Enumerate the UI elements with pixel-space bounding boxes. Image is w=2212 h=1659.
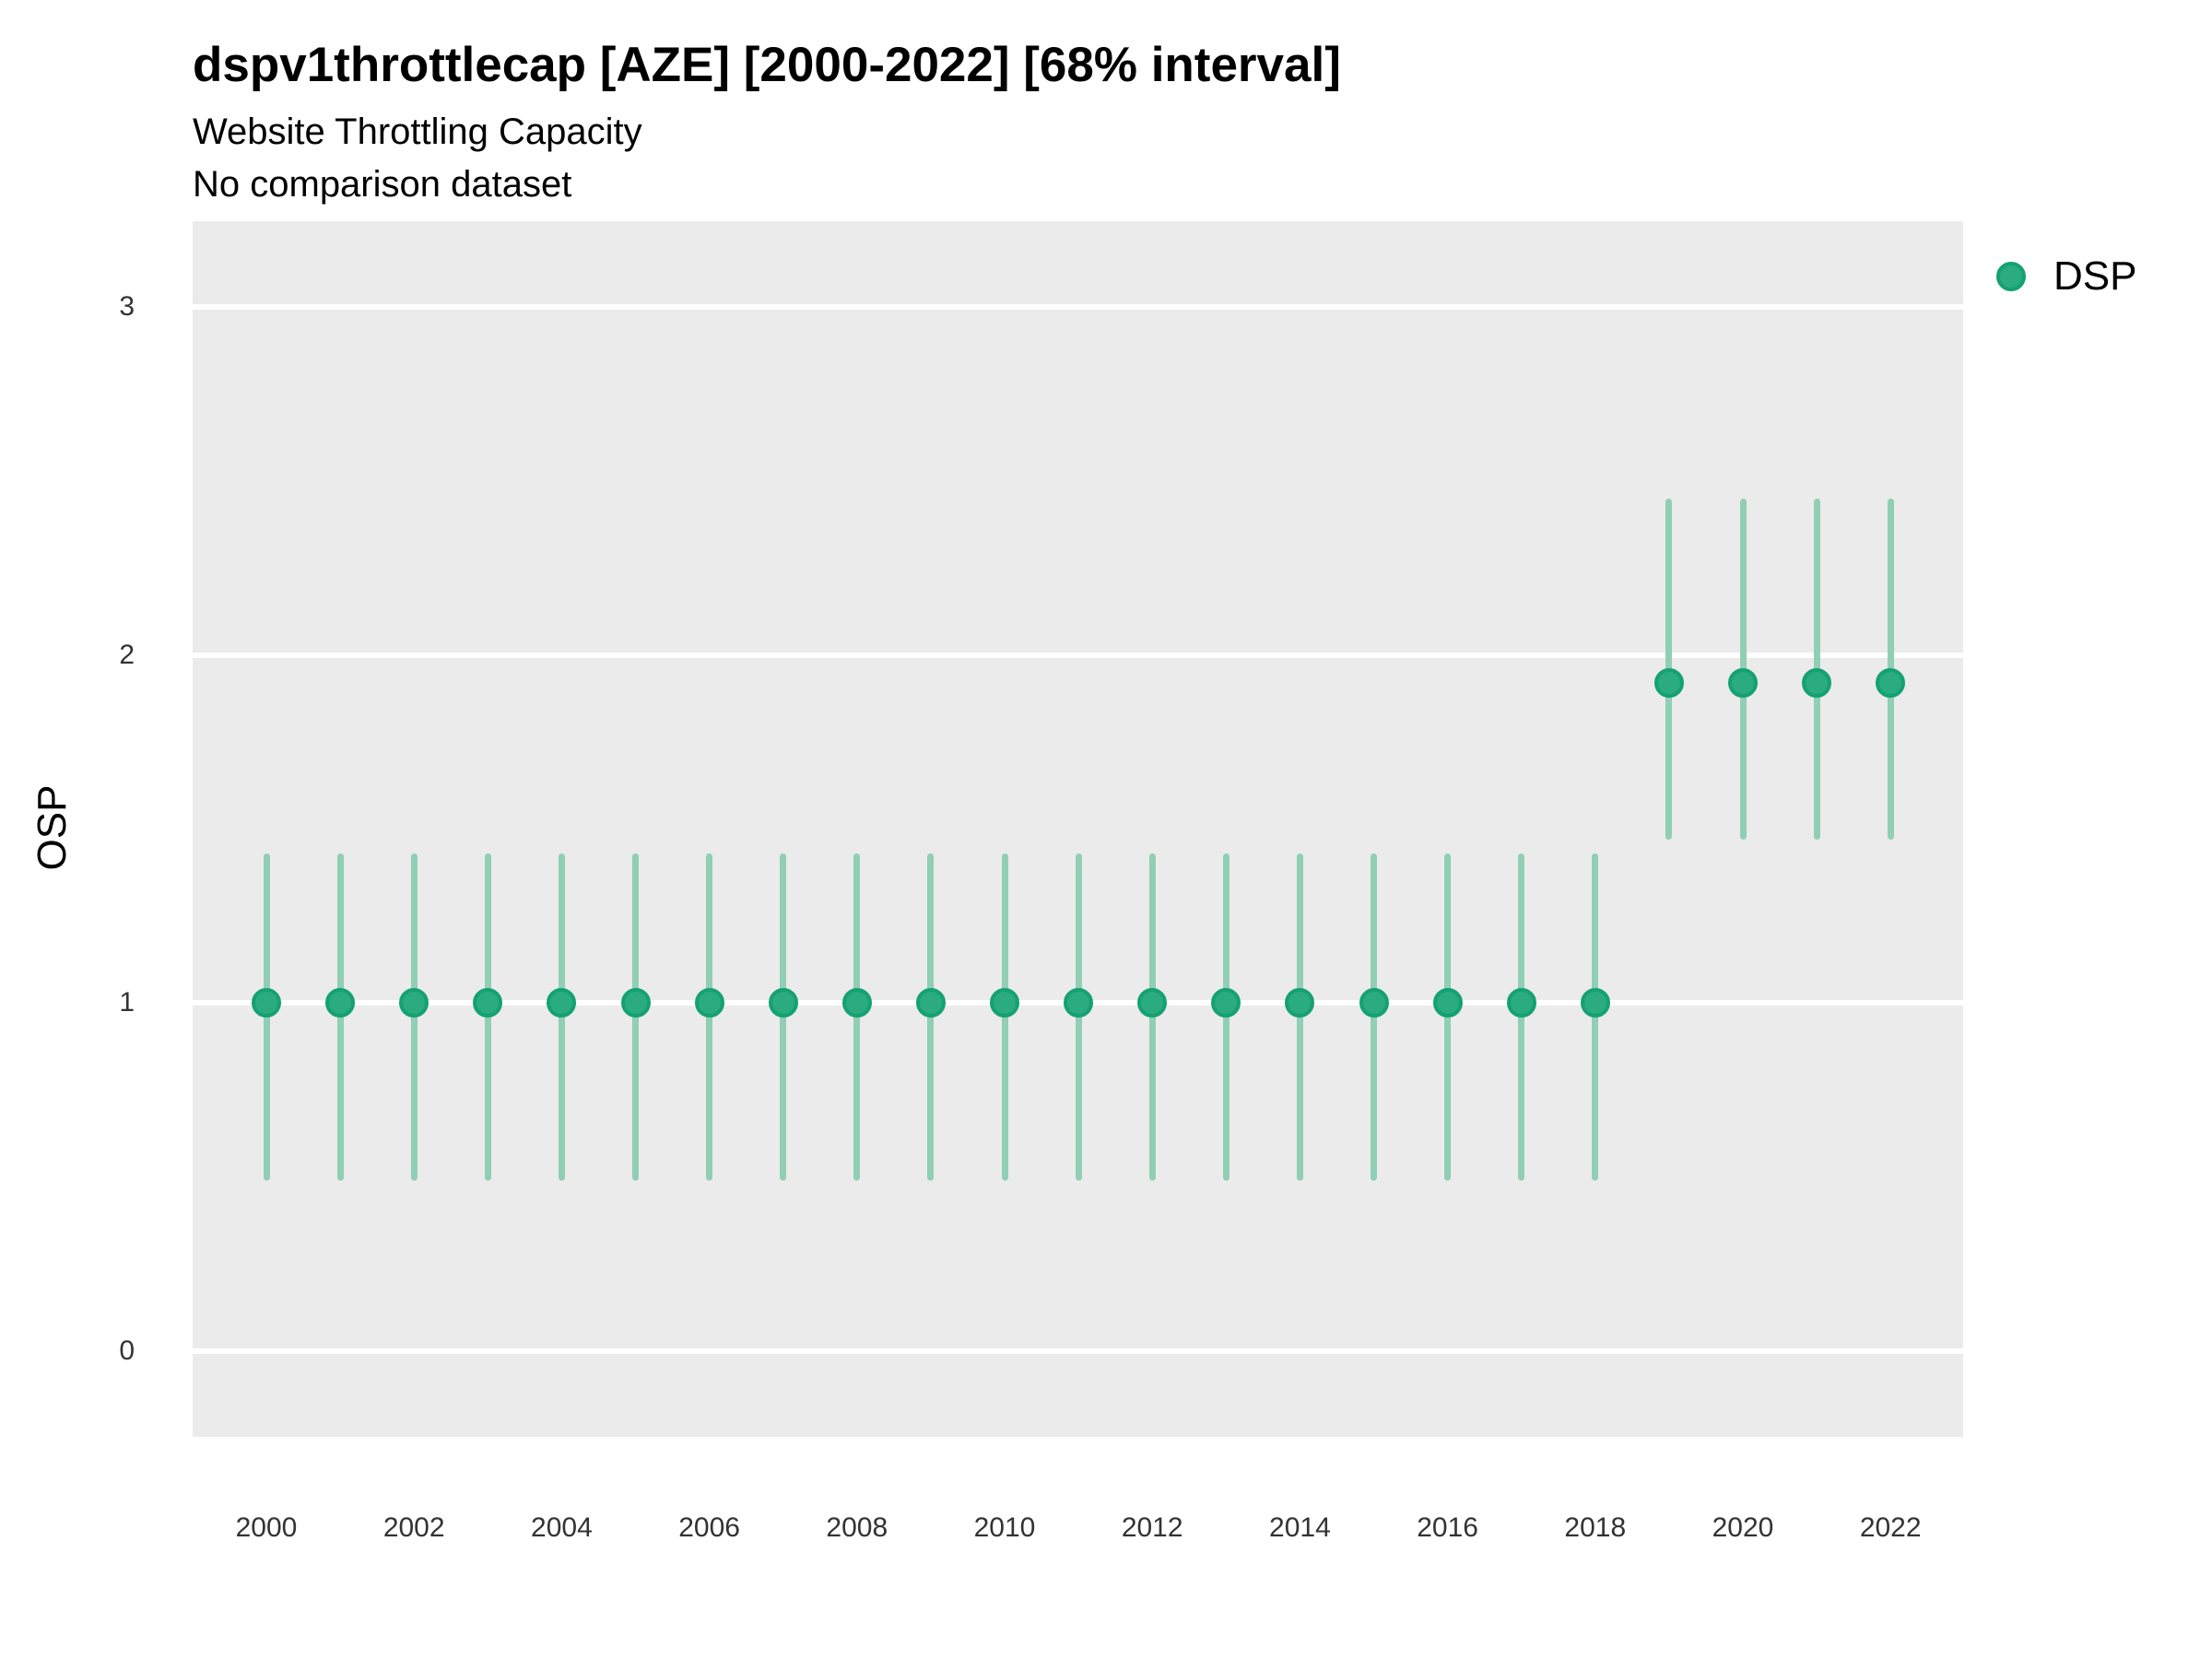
data-point [1285, 988, 1315, 1018]
chart-subtitle: Website Throttling Capacity [193, 112, 642, 152]
chart-comparison-note: No comparison dataset [193, 164, 572, 205]
data-point [990, 988, 1019, 1018]
x-tick-label: 2006 [678, 1512, 740, 1543]
data-point [1359, 988, 1389, 1018]
data-point [1137, 988, 1168, 1018]
data-point [399, 988, 429, 1018]
y-tick-label: 3 [119, 290, 135, 322]
data-point [473, 988, 503, 1018]
data-point [547, 988, 577, 1018]
y-axis-title: OSP [29, 784, 75, 871]
chart-title: dspv1throttlecap [AZE] [2000-2022] [68% … [193, 38, 1341, 92]
x-tick-label: 2014 [1269, 1512, 1331, 1543]
x-tick-label: 2010 [973, 1512, 1036, 1543]
data-point [1506, 988, 1536, 1018]
x-tick-label: 2012 [1121, 1512, 1183, 1543]
x-tick-label: 2004 [531, 1512, 593, 1543]
data-point [1802, 667, 1832, 698]
data-point [694, 988, 724, 1018]
y-gridline [193, 303, 1963, 310]
y-gridline [193, 1348, 1963, 1354]
y-tick-label: 2 [119, 639, 135, 670]
legend-label: DSP [2053, 253, 2137, 299]
x-tick-label: 2020 [1712, 1512, 1774, 1543]
x-tick-label: 2022 [1859, 1512, 1922, 1543]
x-tick-label: 2008 [826, 1512, 888, 1543]
x-tick-label: 2000 [235, 1512, 298, 1543]
y-tick-label: 1 [119, 987, 135, 1018]
legend-point-icon [1996, 262, 2026, 291]
data-point [1876, 667, 1906, 698]
data-point [1211, 988, 1241, 1018]
data-point [1728, 667, 1758, 698]
data-point [768, 988, 798, 1018]
plot-panel [193, 221, 1963, 1437]
x-tick-label: 2002 [382, 1512, 445, 1543]
data-point [1432, 988, 1463, 1018]
data-point [325, 988, 356, 1018]
x-tick-label: 2016 [1417, 1512, 1478, 1543]
data-point [620, 988, 651, 1018]
y-tick-label: 0 [119, 1335, 135, 1366]
data-point [252, 988, 281, 1018]
data-point [915, 988, 946, 1018]
data-point [1064, 988, 1094, 1018]
data-point [841, 988, 872, 1018]
data-point [1653, 667, 1684, 698]
y-gridline [193, 652, 1963, 658]
data-point [1580, 988, 1610, 1018]
x-tick-label: 2018 [1564, 1512, 1627, 1543]
